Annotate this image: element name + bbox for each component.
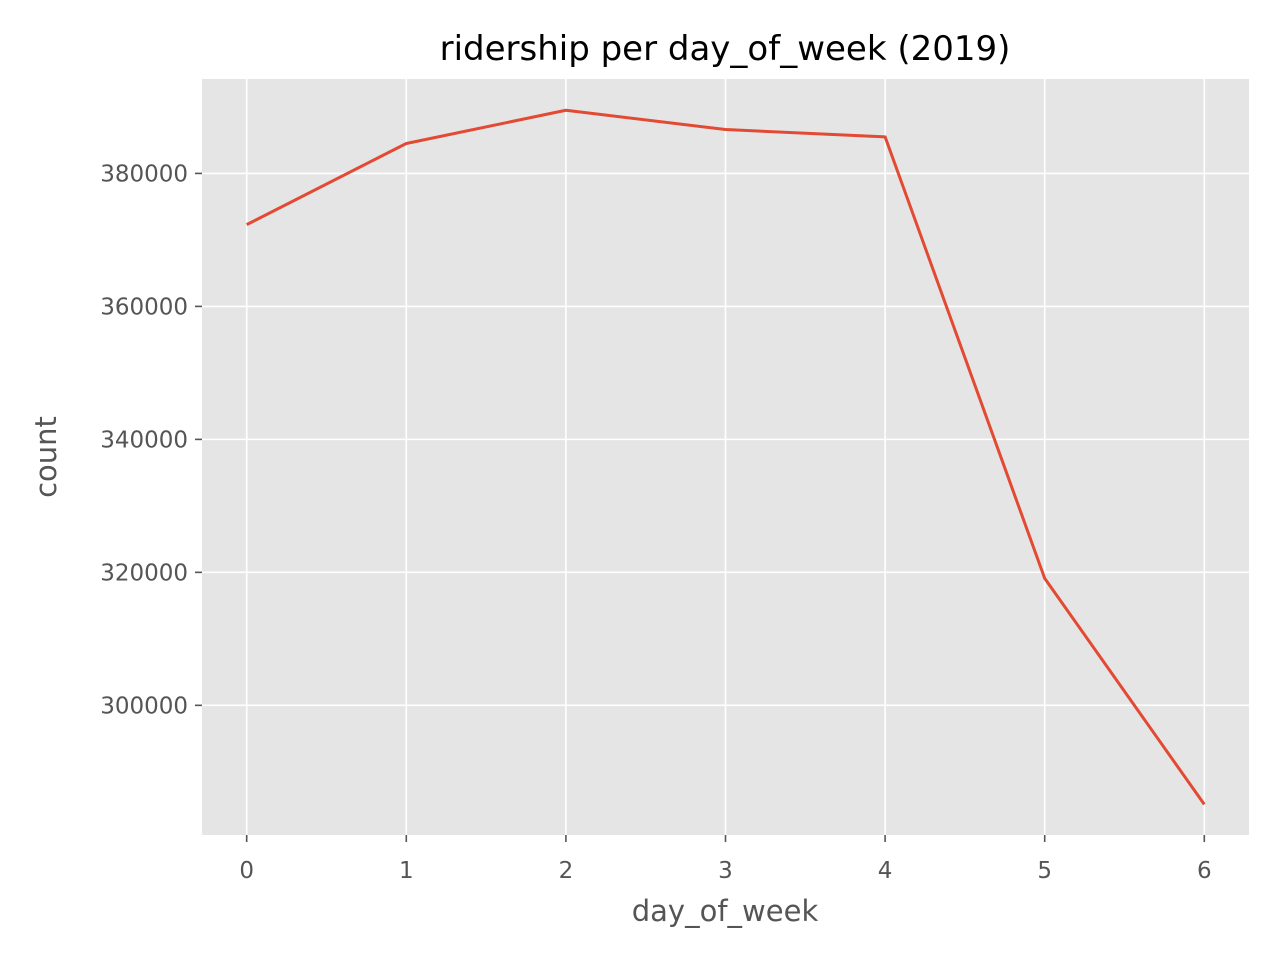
x-tick-label: 2 <box>559 858 574 884</box>
x-axis-label: day_of_week <box>632 894 819 928</box>
y-tick-label: 300000 <box>100 693 188 719</box>
y-tick-label: 320000 <box>100 560 188 586</box>
y-tick-label: 380000 <box>100 161 188 187</box>
x-tick-label: 0 <box>239 858 254 884</box>
x-tick-label: 5 <box>1037 858 1052 884</box>
x-tick-label: 4 <box>878 858 893 884</box>
x-tick-label: 6 <box>1197 858 1212 884</box>
grid-lines <box>202 79 1249 835</box>
y-tick-label: 340000 <box>100 427 188 453</box>
x-tick-label: 1 <box>399 858 414 884</box>
series-layer <box>246 108 1206 806</box>
x-tick-label: 3 <box>718 858 733 884</box>
series-line <box>246 108 1206 806</box>
y-tick-label: 360000 <box>100 294 188 320</box>
tick-layer: 0 1 2 3 4 5 6 300000 320000 340000 360000 380000 <box>100 161 1211 884</box>
y-axis-label: count <box>29 416 63 498</box>
chart-title: ridership per day_of_week (2019) <box>440 29 1011 69</box>
